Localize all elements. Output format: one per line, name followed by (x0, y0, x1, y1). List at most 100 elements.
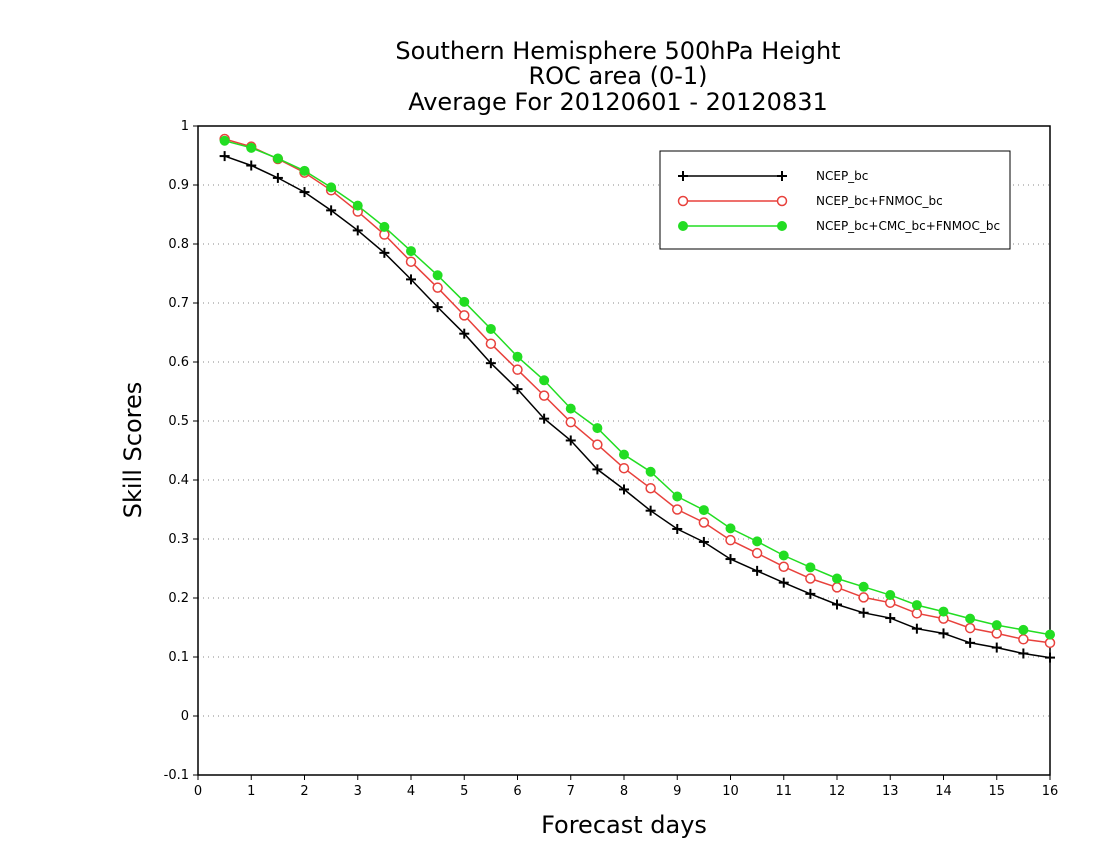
data-point (246, 142, 257, 153)
data-point (1018, 624, 1029, 635)
data-point (592, 439, 603, 450)
data-point (1044, 637, 1056, 649)
legend-label-2: NCEP_bc+CMC_bc+FNMOC_bc (816, 219, 1000, 233)
data-point (858, 607, 869, 618)
data-point (751, 547, 763, 559)
data-point (805, 562, 816, 573)
legend-marker-start (678, 171, 688, 181)
series-line-0 (224, 155, 1051, 659)
legend-marker-end (777, 171, 787, 181)
plot-series (219, 133, 1056, 663)
y-tick-label: 0.9 (168, 178, 189, 193)
y-axis-title: Skill Scores (119, 382, 147, 519)
axes: -0.100.10.20.30.40.50.60.70.80.910 1 2 3 4 5 6… (164, 119, 1059, 799)
data-point (832, 573, 842, 584)
y-tick-label: 0.4 (168, 473, 189, 488)
data-point (698, 505, 709, 516)
x-tick-label: 4 (407, 784, 415, 799)
legend: NCEP_bc NCEP_bc+FNMOC_bc NCEP_bc+CMC_bc+FN… (659, 150, 1011, 250)
data-point (911, 608, 923, 619)
data-point (592, 423, 603, 434)
data-point (326, 182, 337, 193)
data-point (539, 375, 550, 386)
data-point (725, 523, 736, 534)
data-point (272, 172, 283, 183)
x-axis-title: Forecast days (541, 811, 707, 839)
data-point (885, 613, 896, 624)
data-point (938, 628, 949, 639)
title-line-3: Average For 20120601 - 20120831 (408, 88, 828, 116)
data-point (911, 600, 922, 611)
x-tick-label: 11 (775, 784, 792, 799)
legend-label-0: NCEP_bc (816, 169, 868, 183)
x-tick-label: 13 (882, 784, 899, 799)
data-point (672, 504, 683, 515)
y-tick-label: 0.7 (168, 296, 189, 311)
data-point (272, 153, 283, 164)
x-tick-label: 1 (247, 784, 255, 799)
x-tick-label: 3 (354, 784, 362, 799)
data-point (805, 573, 816, 584)
data-point (778, 550, 789, 561)
data-point (219, 135, 230, 146)
y-tick-label: 0.5 (168, 414, 189, 429)
data-point (725, 534, 736, 546)
legend-box (659, 150, 1011, 250)
legend-marker-end (776, 195, 788, 207)
x-tick-label: 8 (620, 784, 628, 799)
data-point (832, 599, 842, 610)
data-point (459, 310, 470, 321)
y-tick-label: 0.2 (168, 591, 189, 606)
data-point (405, 256, 417, 267)
data-point (512, 384, 523, 395)
data-point (778, 577, 789, 588)
title-line-2: ROC area (0-1) (528, 62, 707, 90)
data-point (672, 491, 683, 502)
data-point (538, 390, 550, 401)
data-point (619, 484, 629, 495)
data-point (326, 205, 337, 216)
data-point (432, 270, 443, 281)
data-point (858, 581, 869, 592)
y-tick-label: 0 (181, 709, 189, 724)
data-point (565, 435, 576, 446)
data-point (618, 462, 630, 474)
data-point (592, 464, 603, 475)
x-tick-label: 9 (673, 784, 681, 799)
x-tick-label: 5 (460, 784, 468, 799)
data-point (512, 351, 523, 362)
data-point (246, 160, 257, 171)
x-tick-label: 16 (1042, 784, 1059, 799)
data-point (1018, 648, 1029, 659)
data-point (911, 623, 922, 634)
series-0 (219, 151, 1055, 663)
data-point (965, 637, 976, 648)
series-1 (219, 133, 1056, 649)
data-point (1045, 652, 1055, 663)
y-tick-label: 0.1 (168, 650, 189, 665)
data-point (565, 403, 576, 414)
x-tick-label: 15 (988, 784, 1005, 799)
data-point (565, 416, 576, 428)
y-tick-label: 0.3 (168, 532, 189, 547)
data-point (805, 588, 816, 599)
data-point (698, 536, 709, 547)
x-tick-label: 0 (194, 784, 202, 799)
legend-marker-end (777, 221, 787, 231)
data-point (485, 323, 496, 334)
data-point (485, 358, 496, 369)
data-point (752, 536, 763, 547)
x-tick-label: 12 (829, 784, 846, 799)
y-tick-label: 1 (181, 119, 189, 134)
data-point (965, 613, 976, 624)
data-point (725, 554, 736, 565)
legend-label-1: NCEP_bc+FNMOC_bc (816, 194, 943, 208)
y-tick-label: -0.1 (164, 768, 189, 783)
data-point (352, 225, 363, 236)
data-point (885, 590, 896, 601)
x-tick-label: 7 (567, 784, 575, 799)
data-point (672, 523, 683, 534)
legend-marker-start (678, 221, 688, 231)
data-point (459, 328, 470, 339)
